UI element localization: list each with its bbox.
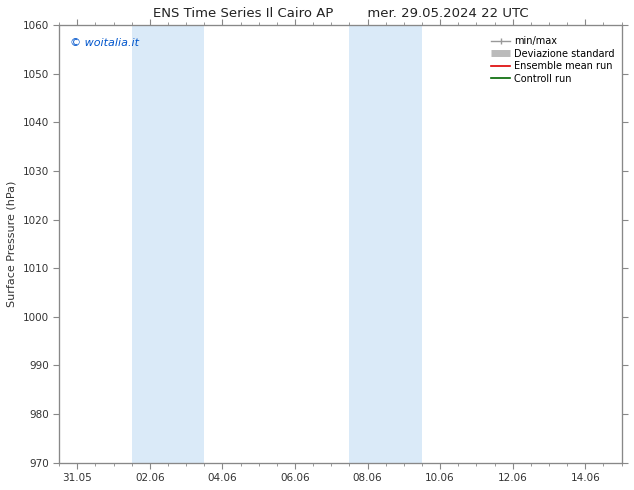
Bar <box>349 25 422 463</box>
Title: ENS Time Series Il Cairo AP        mer. 29.05.2024 22 UTC: ENS Time Series Il Cairo AP mer. 29.05.2… <box>153 7 528 20</box>
Bar <box>132 25 204 463</box>
Legend: min/max, Deviazione standard, Ensemble mean run, Controll run: min/max, Deviazione standard, Ensemble m… <box>489 34 617 86</box>
Text: © woitalia.it: © woitalia.it <box>70 38 139 49</box>
Y-axis label: Surface Pressure (hPa): Surface Pressure (hPa) <box>7 181 17 307</box>
